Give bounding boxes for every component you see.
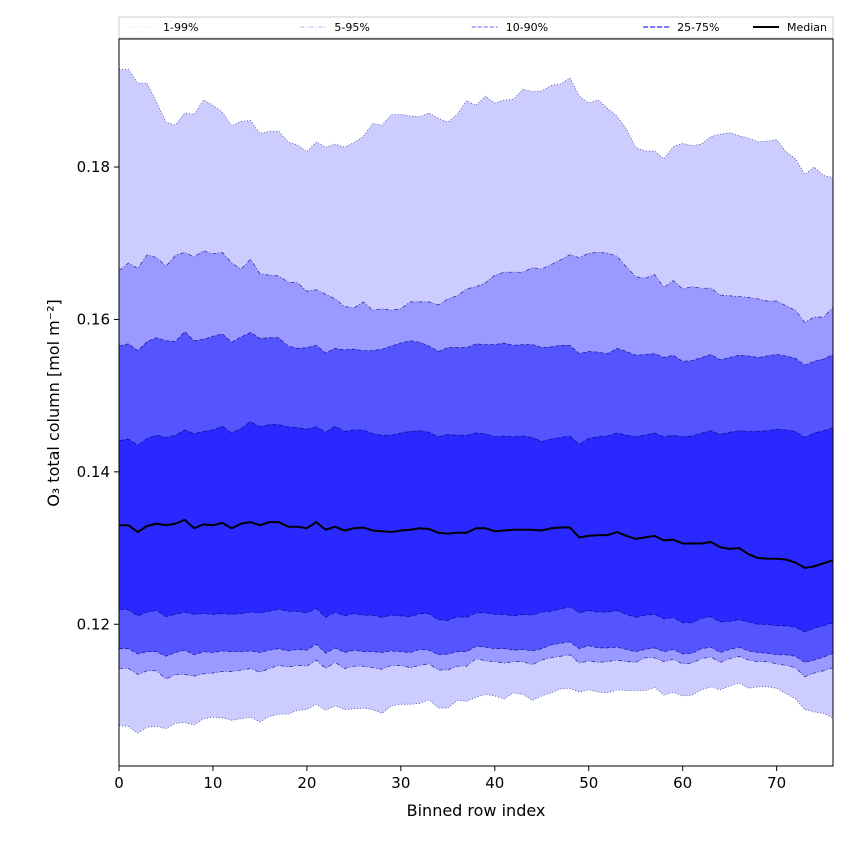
series-line-median bbox=[119, 518, 833, 569]
plot-frame bbox=[118, 38, 834, 767]
legend: 1-99% 5-95% 10-90% 25-75% Median bbox=[118, 16, 834, 39]
x-tick-label: 40 bbox=[485, 774, 504, 792]
y-tick-label: 0.12 bbox=[77, 615, 110, 633]
legend-label-5-95%: 5-95% bbox=[334, 21, 369, 34]
x-axis-ticks: 0 10 20 30 40 50 60 70 bbox=[114, 766, 786, 792]
y-tick-label: 0.16 bbox=[77, 310, 110, 328]
x-tick-label: 70 bbox=[767, 774, 786, 792]
legend-frame bbox=[118, 16, 834, 39]
x-tick-label: 30 bbox=[391, 774, 410, 792]
x-tick-label: 50 bbox=[579, 774, 598, 792]
y-tick-label: 0.18 bbox=[77, 158, 110, 176]
y-tick-label: 0.14 bbox=[77, 463, 110, 481]
band-5-95%-lower-edge bbox=[119, 654, 833, 680]
legend-label-10-90%: 10-90% bbox=[506, 21, 548, 34]
y-axis-ticks: 0.12 0.14 0.16 0.18 bbox=[77, 158, 119, 633]
legend-label-Median: Median bbox=[787, 21, 827, 34]
x-tick-label: 0 bbox=[114, 774, 124, 792]
band-10-90%-lower-edge bbox=[119, 641, 833, 663]
band-25-75% bbox=[119, 421, 833, 632]
percentile-bands bbox=[119, 69, 833, 734]
median-line-layer bbox=[119, 518, 833, 569]
x-tick-label: 20 bbox=[297, 774, 316, 792]
x-axis-label: Binned row index bbox=[407, 801, 546, 820]
x-tick-label: 60 bbox=[673, 774, 692, 792]
band-10-90%-upper-edge bbox=[119, 331, 833, 366]
legend-label-1-99%: 1-99% bbox=[163, 21, 198, 34]
band-25-75%-lower-edge bbox=[119, 606, 833, 633]
band-5-95%-upper-edge bbox=[119, 250, 833, 323]
y-axis-label: O₃ total column [mol m⁻²] bbox=[44, 299, 63, 507]
legend-label-25-75%: 25-75% bbox=[677, 21, 719, 34]
x-tick-label: 10 bbox=[203, 774, 222, 792]
band-25-75%-upper-edge bbox=[119, 421, 833, 446]
